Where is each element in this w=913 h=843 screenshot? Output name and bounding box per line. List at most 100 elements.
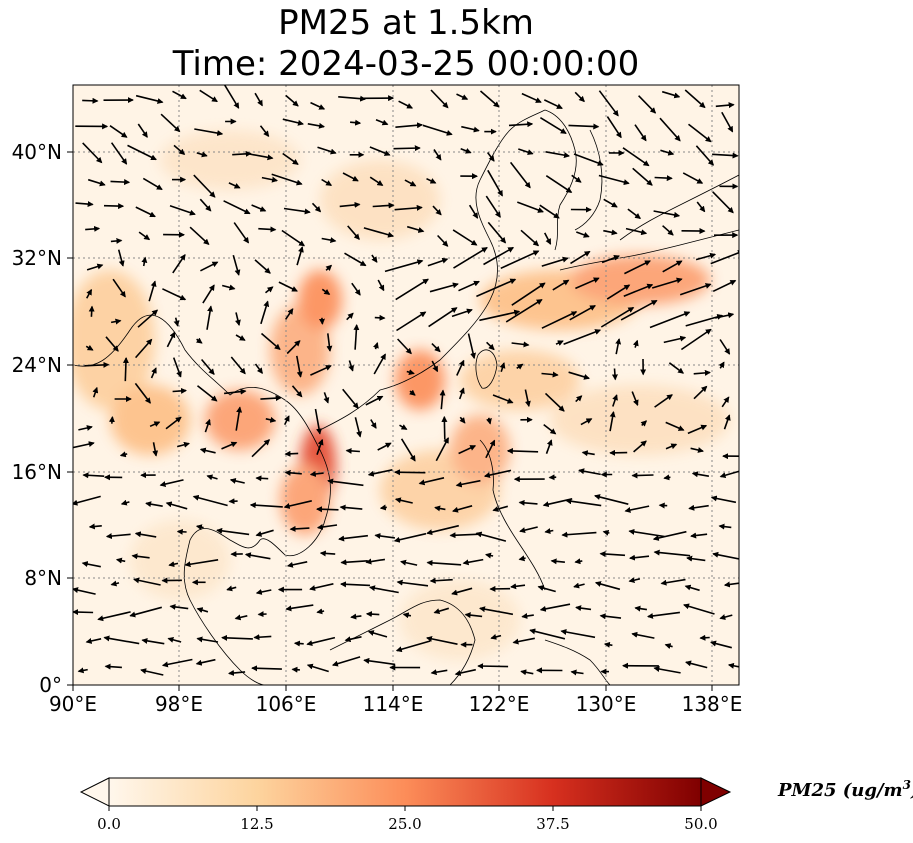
wind-arrow [453, 247, 488, 269]
wind-arrow [461, 125, 480, 133]
wind-arrow [371, 254, 378, 263]
wind-arrow [663, 335, 687, 344]
wind-arrow [543, 99, 563, 110]
wind-arrow [690, 447, 704, 453]
wind-arrow [399, 424, 408, 430]
wind-arrow [479, 606, 514, 616]
wind-arrow [172, 253, 186, 274]
wind-arrow [539, 603, 571, 612]
wind-arrow [229, 477, 245, 484]
wind-arrow [311, 202, 322, 213]
wind-arrow [291, 385, 303, 398]
wind-arrow [633, 440, 647, 453]
wind-arrow [103, 635, 140, 645]
wind-arrow [663, 474, 671, 481]
wind-arrow [137, 123, 148, 138]
wind-arrow [660, 578, 686, 586]
wind-arrow [321, 288, 331, 295]
wind-arrow [665, 443, 678, 450]
wind-arrow [135, 206, 156, 218]
wind-arrow [434, 505, 446, 512]
wind-arrow [344, 252, 367, 267]
wind-arrow [561, 531, 597, 538]
wind-arrow [197, 385, 218, 402]
wind-arrow [485, 439, 496, 459]
wind-arrow [715, 312, 735, 319]
wind-arrow [563, 329, 602, 345]
wind-arrow [255, 589, 272, 595]
wind-arrow [223, 85, 240, 109]
wind-arrow [168, 561, 179, 568]
wind-arrow [696, 201, 706, 213]
wind-arrow [193, 174, 216, 198]
wind-arrow [109, 125, 128, 138]
wind-arrow [347, 225, 360, 240]
wind-arrow [314, 408, 322, 435]
wind-arrow [690, 532, 708, 539]
wind-arrow [721, 111, 734, 133]
wind-arrow [603, 229, 618, 236]
wind-arrow [653, 549, 691, 557]
wind-arrow [458, 445, 477, 455]
wind-arrow [668, 362, 685, 374]
wind-arrow [654, 394, 673, 408]
wind-arrow [426, 524, 459, 536]
wind-arrow [691, 471, 710, 478]
wind-arrow [539, 204, 560, 219]
wind-arrow [363, 657, 396, 666]
wind-arrow [719, 339, 731, 355]
wind-arrow [204, 418, 211, 433]
wind-arrow [129, 606, 163, 618]
wind-arrow [138, 231, 151, 241]
wind-arrow [135, 338, 153, 359]
wind-arrow [712, 191, 734, 214]
wind-arrow [167, 636, 182, 643]
wind-arrow [455, 479, 481, 488]
lon-label-122e: 122°E [468, 692, 530, 716]
wind-arrow [122, 357, 129, 382]
wind-arrow [598, 174, 630, 186]
wind-arrow [431, 360, 439, 373]
wind-arrow [283, 415, 290, 426]
wind-arrow [647, 611, 681, 619]
wind-arrow [253, 634, 272, 641]
wind-arrow [555, 340, 564, 346]
wind-arrow [517, 201, 544, 213]
wind-arrow [578, 468, 601, 476]
wind-arrow [426, 635, 458, 645]
wind-arrow [520, 229, 540, 247]
wind-arrow [575, 395, 583, 403]
wind-arrow [377, 442, 392, 451]
wind-arrow [73, 495, 101, 506]
wind-arrow [108, 416, 115, 424]
wind-arrow [246, 152, 274, 161]
wind-arrow [200, 261, 219, 272]
wind-arrow [485, 552, 494, 559]
wind-arrow [372, 202, 395, 209]
wind-arrow [200, 358, 215, 375]
wind-arrow [541, 371, 559, 378]
wind-arrow [406, 225, 425, 233]
wind-arrow [223, 200, 251, 215]
wind-arrow [165, 416, 182, 430]
wind-arrow [629, 554, 650, 561]
wind-arrow [631, 472, 654, 479]
wind-arrow [580, 418, 593, 426]
wind-arrow [326, 333, 333, 352]
wind-arrow [712, 279, 737, 293]
wind-arrow [85, 225, 101, 232]
wind-arrow [353, 324, 360, 350]
wind-arrow [325, 264, 333, 272]
wind-arrow [105, 533, 131, 540]
wind-arrow [394, 469, 426, 476]
wind-arrow [598, 90, 619, 117]
wind-arrow [354, 417, 362, 438]
wind-arrow [293, 640, 304, 647]
wind-arrow [319, 550, 336, 557]
wind-arrow [460, 148, 472, 154]
wind-arrow [316, 524, 338, 530]
wind-arrow [282, 118, 304, 126]
wind-arrow [511, 282, 546, 306]
wind-arrow [148, 280, 157, 302]
lat-label-8n: 8°N [24, 566, 62, 590]
